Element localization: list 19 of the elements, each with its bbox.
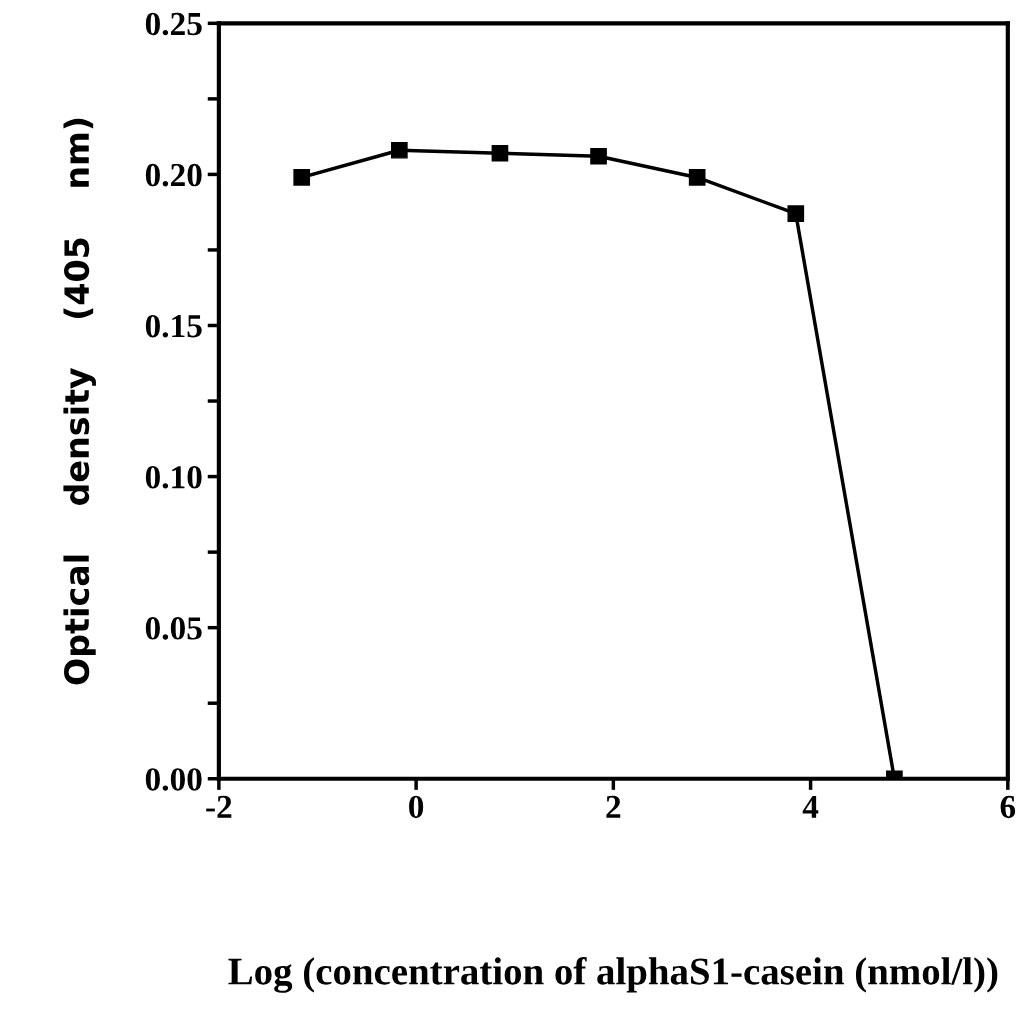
- x-axis-title: Log (concentration of alphaS1-casein (nmol/l)): [228, 956, 998, 993]
- y-tick-label: 0.25: [145, 12, 202, 36]
- point: [391, 141, 408, 159]
- y-axis-title: Optical density (405 nm): [63, 118, 96, 685]
- y-tick-label: 0.20: [145, 163, 202, 187]
- point: [293, 169, 311, 186]
- x-tick-label: 2: [606, 795, 621, 818]
- y-tick-label: 0.15: [145, 314, 202, 338]
- point: [688, 169, 706, 186]
- x-tick-label: 0: [409, 795, 424, 819]
- y-tick-label: 0.00: [145, 768, 202, 791]
- point: [590, 147, 607, 165]
- y-tick-label: 0.05: [145, 617, 202, 640]
- point: [787, 205, 805, 223]
- x-tick-label: 6: [1000, 795, 1016, 819]
- point: [491, 144, 509, 162]
- y-tick-label: 0.10: [145, 465, 202, 489]
- x-tick-label: -2: [206, 795, 232, 818]
- x-tick-label: 4: [802, 795, 819, 818]
